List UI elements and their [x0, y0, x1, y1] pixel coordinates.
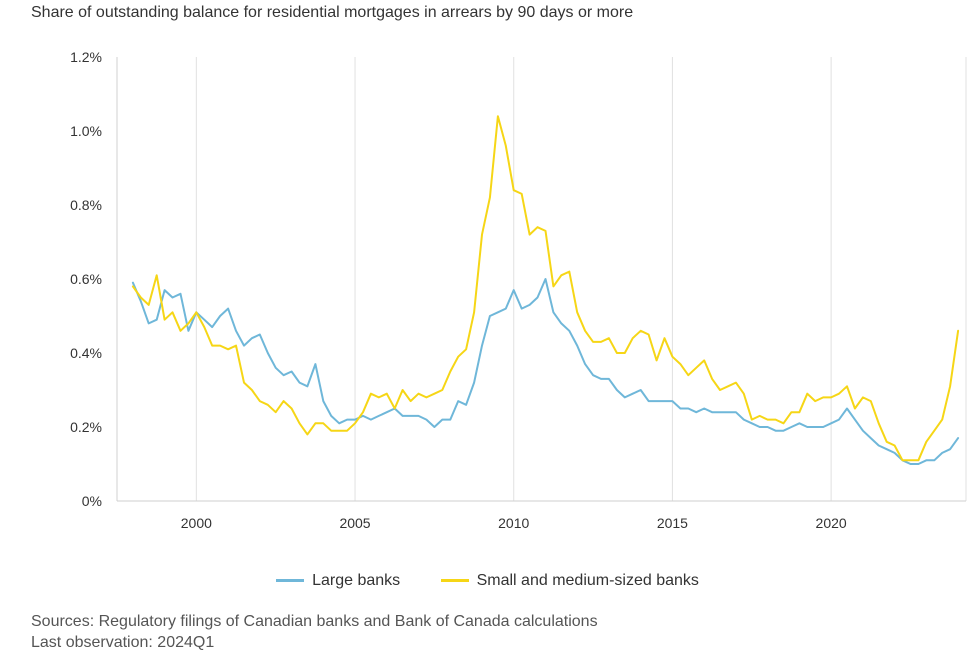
sources-note: Sources: Regulatory filings of Canadian …	[31, 613, 598, 630]
x-axis-tick-labels: 2000 2005 2010 2015 2020	[181, 515, 847, 531]
x-tick-label-2010: 2010	[498, 515, 529, 531]
y-axis-tick-labels: 0% 0.2% 0.4% 0.6% 0.8% 1.0% 1.2%	[70, 49, 102, 509]
x-tick-label-2020: 2020	[816, 515, 847, 531]
y-tick-label-0-6: 0.6%	[70, 271, 102, 287]
gridlines	[195, 57, 832, 501]
y-tick-label-0: 0%	[82, 493, 102, 509]
chart-title: Share of outstanding balance for residen…	[31, 4, 634, 21]
series-lines	[131, 115, 960, 465]
chart-footer: Sources: Regulatory filings of Canadian …	[31, 611, 598, 653]
y-tick-label-0-4: 0.4%	[70, 345, 102, 361]
last-observation-note: Last observation: 2024Q1	[31, 634, 215, 651]
legend: Large banks Small and medium-sized banks	[0, 569, 975, 590]
y-tick-label-0-2: 0.2%	[70, 419, 102, 435]
legend-item-small-medium-banks[interactable]: Small and medium-sized banks	[440, 571, 699, 590]
series-line-large-banks	[131, 278, 960, 465]
legend-label-large-banks: Large banks	[312, 571, 401, 589]
x-tick-label-2000: 2000	[181, 515, 212, 531]
y-tick-label-0-8: 0.8%	[70, 197, 102, 213]
axes	[116, 57, 967, 502]
y-tick-label-1-0: 1.0%	[70, 123, 102, 139]
x-tick-label-2005: 2005	[339, 515, 370, 531]
legend-swatch-small-medium-banks	[440, 579, 469, 582]
series-line-small-and-medium-sized-banks	[131, 115, 960, 462]
legend-label-small-medium-banks: Small and medium-sized banks	[476, 571, 699, 589]
legend-item-large-banks[interactable]: Large banks	[276, 572, 400, 590]
x-tick-label-2015: 2015	[657, 515, 688, 531]
y-tick-label-1-2: 1.2%	[70, 49, 102, 65]
legend-swatch-large-banks	[276, 579, 305, 582]
line-chart: 0%0.2%0.4%0.6%0.8%1.0%1.2% 2000 2005 2010 2…	[70, 49, 967, 531]
